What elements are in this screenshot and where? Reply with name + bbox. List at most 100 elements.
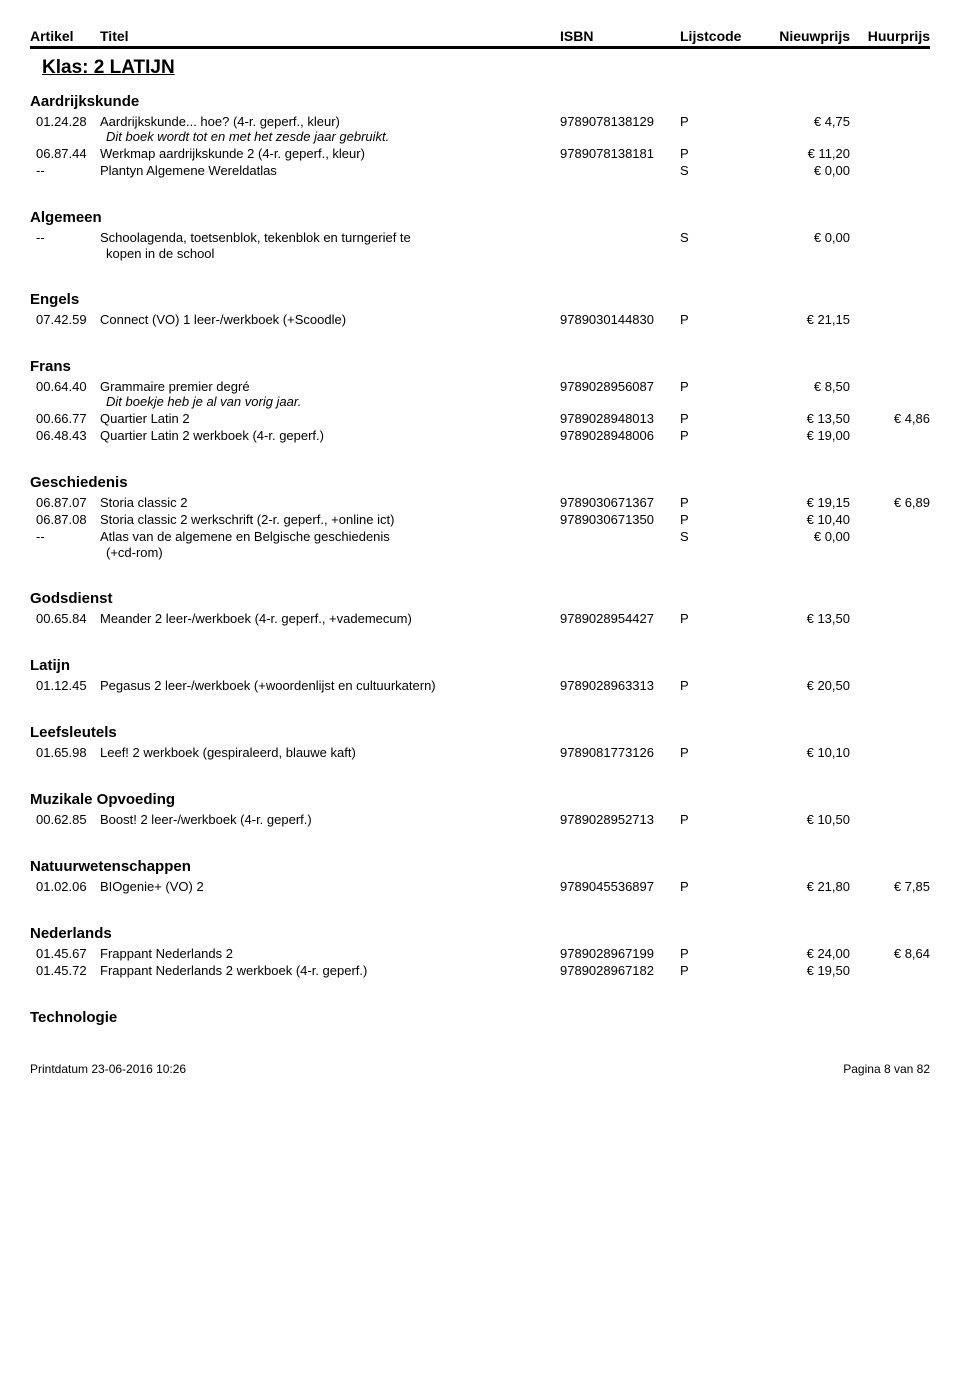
subject-heading: Muzikale Opvoeding [30, 791, 930, 808]
cell-artikel: 01.65.98 [30, 745, 100, 760]
book-row: 01.45.72Frappant Nederlands 2 werkboek (… [30, 962, 930, 979]
sections-container: Aardrijkskunde01.24.28Aardrijkskunde... … [30, 93, 930, 1026]
cell-artikel: 06.48.43 [30, 428, 100, 443]
cell-nieuwprijs: € 0,00 [760, 163, 850, 178]
cell-nieuwprijs: € 10,50 [760, 812, 850, 827]
row-title-continuation: (+cd-rom) [30, 545, 930, 560]
cell-nieuwprijs: € 0,00 [760, 230, 850, 245]
cell-lijstcode: P [680, 114, 760, 129]
cell-nieuwprijs: € 4,75 [760, 114, 850, 129]
book-row: 06.87.08Storia classic 2 werkschrift (2-… [30, 511, 930, 528]
cell-nieuwprijs: € 19,15 [760, 495, 850, 510]
subject-heading: Nederlands [30, 925, 930, 942]
cell-artikel: 07.42.59 [30, 312, 100, 327]
cell-artikel: 00.65.84 [30, 611, 100, 626]
subject-heading: Latijn [30, 657, 930, 674]
cell-lijstcode: P [680, 812, 760, 827]
book-row: 01.65.98Leef! 2 werkboek (gespiraleerd, … [30, 744, 930, 761]
book-row: 00.62.85Boost! 2 leer-/werkboek (4-r. ge… [30, 811, 930, 828]
cell-isbn: 9789028948013 [560, 411, 680, 426]
cell-isbn: 9789028956087 [560, 379, 680, 394]
cell-isbn: 9789028967199 [560, 946, 680, 961]
cell-artikel: 01.02.06 [30, 879, 100, 894]
cell-titel: Grammaire premier degré [100, 379, 560, 394]
cell-artikel: 06.87.08 [30, 512, 100, 527]
cell-titel: Connect (VO) 1 leer-/werkboek (+Scoodle) [100, 312, 560, 327]
book-row: 01.24.28Aardrijkskunde... hoe? (4-r. gep… [30, 113, 930, 130]
row-note: Dit boek wordt tot en met het zesde jaar… [30, 129, 930, 144]
cell-lijstcode: P [680, 879, 760, 894]
book-row: 01.45.67Frappant Nederlands 297890289671… [30, 945, 930, 962]
cell-isbn: 9789078138181 [560, 146, 680, 161]
row-title-continuation: kopen in de school [30, 246, 930, 261]
header-divider [30, 46, 930, 49]
header-titel: Titel [100, 28, 560, 44]
cell-lijstcode: S [680, 230, 760, 245]
cell-isbn: 9789028948006 [560, 428, 680, 443]
cell-nieuwprijs: € 0,00 [760, 529, 850, 544]
cell-titel: Boost! 2 leer-/werkboek (4-r. geperf.) [100, 812, 560, 827]
cell-lijstcode: S [680, 163, 760, 178]
cell-titel: Aardrijkskunde... hoe? (4-r. geperf., kl… [100, 114, 560, 129]
cell-nieuwprijs: € 24,00 [760, 946, 850, 961]
cell-artikel: -- [30, 230, 100, 245]
cell-titel: Quartier Latin 2 werkboek (4-r. geperf.) [100, 428, 560, 443]
cell-artikel: 01.45.72 [30, 963, 100, 978]
cell-artikel: -- [30, 529, 100, 544]
cell-nieuwprijs: € 8,50 [760, 379, 850, 394]
subject-heading: Frans [30, 358, 930, 375]
cell-huurprijs: € 8,64 [850, 946, 930, 961]
cell-artikel: -- [30, 163, 100, 178]
subject-heading: Algemeen [30, 209, 930, 226]
cell-isbn: 9789028954427 [560, 611, 680, 626]
book-row: --Atlas van de algemene en Belgische ges… [30, 528, 930, 545]
cell-titel: Plantyn Algemene Wereldatlas [100, 163, 560, 178]
cell-lijstcode: P [680, 312, 760, 327]
book-row: 06.48.43Quartier Latin 2 werkboek (4-r. … [30, 427, 930, 444]
cell-artikel: 01.24.28 [30, 114, 100, 129]
subject-heading: Engels [30, 291, 930, 308]
header-artikel: Artikel [30, 28, 100, 44]
cell-titel: Storia classic 2 [100, 495, 560, 510]
book-row: --Plantyn Algemene Wereldatlas S€ 0,00 [30, 162, 930, 179]
book-row: 06.87.07Storia classic 29789030671367P€ … [30, 494, 930, 511]
cell-lijstcode: S [680, 529, 760, 544]
book-row: 00.64.40Grammaire premier degré978902895… [30, 378, 930, 395]
cell-nieuwprijs: € 21,80 [760, 879, 850, 894]
subject-heading: Godsdienst [30, 590, 930, 607]
book-row: 01.12.45Pegasus 2 leer-/werkboek (+woord… [30, 677, 930, 694]
cell-titel: BIOgenie+ (VO) 2 [100, 879, 560, 894]
cell-titel: Werkmap aardrijkskunde 2 (4-r. geperf., … [100, 146, 560, 161]
cell-titel: Schoolagenda, toetsenblok, tekenblok en … [100, 230, 560, 245]
cell-isbn: 9789030671367 [560, 495, 680, 510]
row-note: Dit boekje heb je al van vorig jaar. [30, 394, 930, 409]
cell-isbn: 9789030144830 [560, 312, 680, 327]
book-row: 01.02.06BIOgenie+ (VO) 29789045536897P€ … [30, 878, 930, 895]
cell-titel: Storia classic 2 werkschrift (2-r. geper… [100, 512, 560, 527]
cell-titel: Atlas van de algemene en Belgische gesch… [100, 529, 560, 544]
cell-isbn: 9789028963313 [560, 678, 680, 693]
cell-nieuwprijs: € 19,00 [760, 428, 850, 443]
book-row: 07.42.59Connect (VO) 1 leer-/werkboek (+… [30, 311, 930, 328]
cell-titel: Frappant Nederlands 2 [100, 946, 560, 961]
cell-artikel: 06.87.07 [30, 495, 100, 510]
cell-artikel: 01.45.67 [30, 946, 100, 961]
book-row: 06.87.44Werkmap aardrijkskunde 2 (4-r. g… [30, 145, 930, 162]
column-headers: Artikel Titel ISBN Lijstcode Nieuwprijs … [30, 28, 930, 46]
cell-nieuwprijs: € 19,50 [760, 963, 850, 978]
cell-lijstcode: P [680, 495, 760, 510]
class-heading: Klas: 2 LATIJN [42, 57, 930, 79]
cell-artikel: 00.64.40 [30, 379, 100, 394]
cell-isbn: 9789045536897 [560, 879, 680, 894]
cell-isbn: 9789028967182 [560, 963, 680, 978]
header-lijstcode: Lijstcode [680, 28, 760, 44]
cell-lijstcode: P [680, 428, 760, 443]
header-huurprijs: Huurprijs [850, 28, 930, 44]
cell-lijstcode: P [680, 745, 760, 760]
cell-nieuwprijs: € 20,50 [760, 678, 850, 693]
cell-titel: Pegasus 2 leer-/werkboek (+woordenlijst … [100, 678, 560, 693]
cell-nieuwprijs: € 21,15 [760, 312, 850, 327]
cell-nieuwprijs: € 13,50 [760, 411, 850, 426]
cell-lijstcode: P [680, 611, 760, 626]
cell-huurprijs: € 6,89 [850, 495, 930, 510]
